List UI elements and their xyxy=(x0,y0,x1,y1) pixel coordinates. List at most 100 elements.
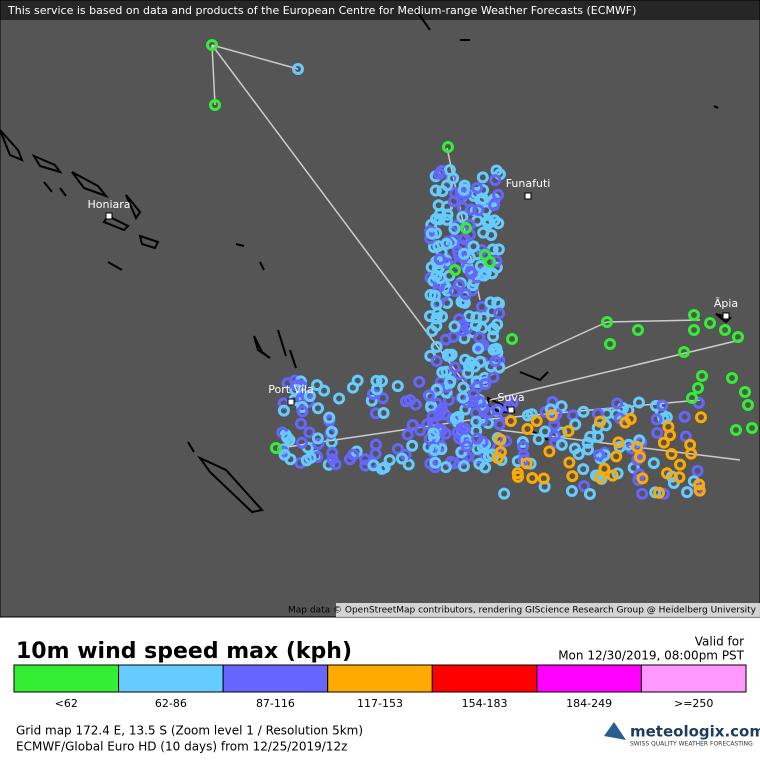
track-point xyxy=(457,183,470,196)
track-point xyxy=(476,192,489,205)
track-point xyxy=(462,366,475,379)
place-marker xyxy=(105,212,113,220)
track-point xyxy=(520,457,533,470)
model-info: ECMWF/Global Euro HD (10 days) from 12/2… xyxy=(16,740,347,754)
place-marker xyxy=(287,398,295,406)
track-point xyxy=(563,456,576,469)
track-point xyxy=(562,425,575,438)
track-point xyxy=(499,434,512,447)
track-point xyxy=(653,486,666,499)
track-point xyxy=(427,427,440,440)
track-point xyxy=(464,203,477,216)
track-point xyxy=(581,436,594,449)
track-point xyxy=(545,409,558,422)
scale-label: 117-153 xyxy=(357,697,403,710)
map-area xyxy=(0,0,760,618)
track-point xyxy=(472,204,485,217)
track-point xyxy=(347,448,360,461)
track-point xyxy=(435,443,448,456)
track-point xyxy=(443,164,456,177)
track-point xyxy=(424,310,437,323)
track-point xyxy=(493,418,506,431)
track-point xyxy=(311,402,324,415)
track-point xyxy=(209,99,221,111)
track-point xyxy=(686,392,698,404)
track-point xyxy=(601,316,613,328)
track-point xyxy=(482,416,495,429)
track-point xyxy=(311,379,324,392)
track-point xyxy=(742,399,754,411)
track-point xyxy=(526,471,539,484)
track-point xyxy=(487,371,500,384)
track-point xyxy=(401,428,414,441)
track-point xyxy=(537,472,550,485)
track-point xyxy=(467,388,480,401)
track-point xyxy=(548,429,561,442)
track-point xyxy=(746,422,758,434)
track-point xyxy=(674,458,687,471)
track-point xyxy=(490,255,503,268)
track-point xyxy=(206,39,218,51)
track-point xyxy=(311,432,324,445)
place-label: Funafuti xyxy=(506,177,551,190)
track-point xyxy=(304,451,317,464)
track-point xyxy=(413,375,426,388)
track-point xyxy=(278,448,291,461)
track-point xyxy=(434,405,447,418)
track-point xyxy=(369,438,382,451)
places: Funafuti Honiara Port Vila Suva Āpia xyxy=(87,177,738,414)
track-point xyxy=(619,416,632,429)
track-point xyxy=(458,247,471,260)
track-point xyxy=(673,471,686,484)
track-point xyxy=(430,383,443,396)
track-point xyxy=(434,272,447,285)
track-point xyxy=(367,459,380,472)
track-point xyxy=(739,386,751,398)
track-point xyxy=(656,399,669,412)
track-point xyxy=(467,240,480,253)
track-line xyxy=(211,44,216,106)
track-point xyxy=(490,342,503,355)
attribution: Map data © OpenStreetMap contributors, r… xyxy=(288,606,757,616)
track-point xyxy=(430,312,443,325)
track-point xyxy=(457,391,470,404)
track-point xyxy=(506,333,518,345)
track-point xyxy=(424,289,437,302)
track-point xyxy=(476,171,489,184)
track-point xyxy=(377,407,390,420)
track-point xyxy=(488,199,501,212)
track-point xyxy=(565,484,578,497)
track-point xyxy=(577,405,590,418)
notice: This service is based on data and produc… xyxy=(7,4,636,17)
track-point xyxy=(598,449,611,462)
track-point xyxy=(277,404,290,417)
track-point xyxy=(732,331,744,343)
track-point xyxy=(521,423,534,436)
place-marker xyxy=(507,406,515,414)
track-point xyxy=(426,416,439,429)
track-point xyxy=(665,448,678,461)
track-point xyxy=(441,349,454,362)
track-point xyxy=(489,174,502,187)
track-point xyxy=(323,411,336,424)
track-point xyxy=(530,415,543,428)
track-point xyxy=(692,382,704,394)
track-point xyxy=(429,456,442,469)
track-point xyxy=(333,392,346,405)
scale-swatch xyxy=(13,664,120,693)
track-point xyxy=(460,440,473,453)
track-point xyxy=(459,422,472,435)
track-point xyxy=(693,484,706,497)
track-point xyxy=(471,181,484,194)
track-point xyxy=(440,237,453,250)
logo-text: meteologix.com xyxy=(630,723,760,741)
track-point xyxy=(693,478,706,491)
grid-info: Grid map 172.4 E, 13.5 S (Zoom level 1 /… xyxy=(16,724,363,738)
track-point xyxy=(633,434,646,447)
track-point xyxy=(631,440,644,453)
track-point xyxy=(539,425,552,438)
scale-swatch xyxy=(222,664,329,693)
track-point xyxy=(395,452,408,465)
